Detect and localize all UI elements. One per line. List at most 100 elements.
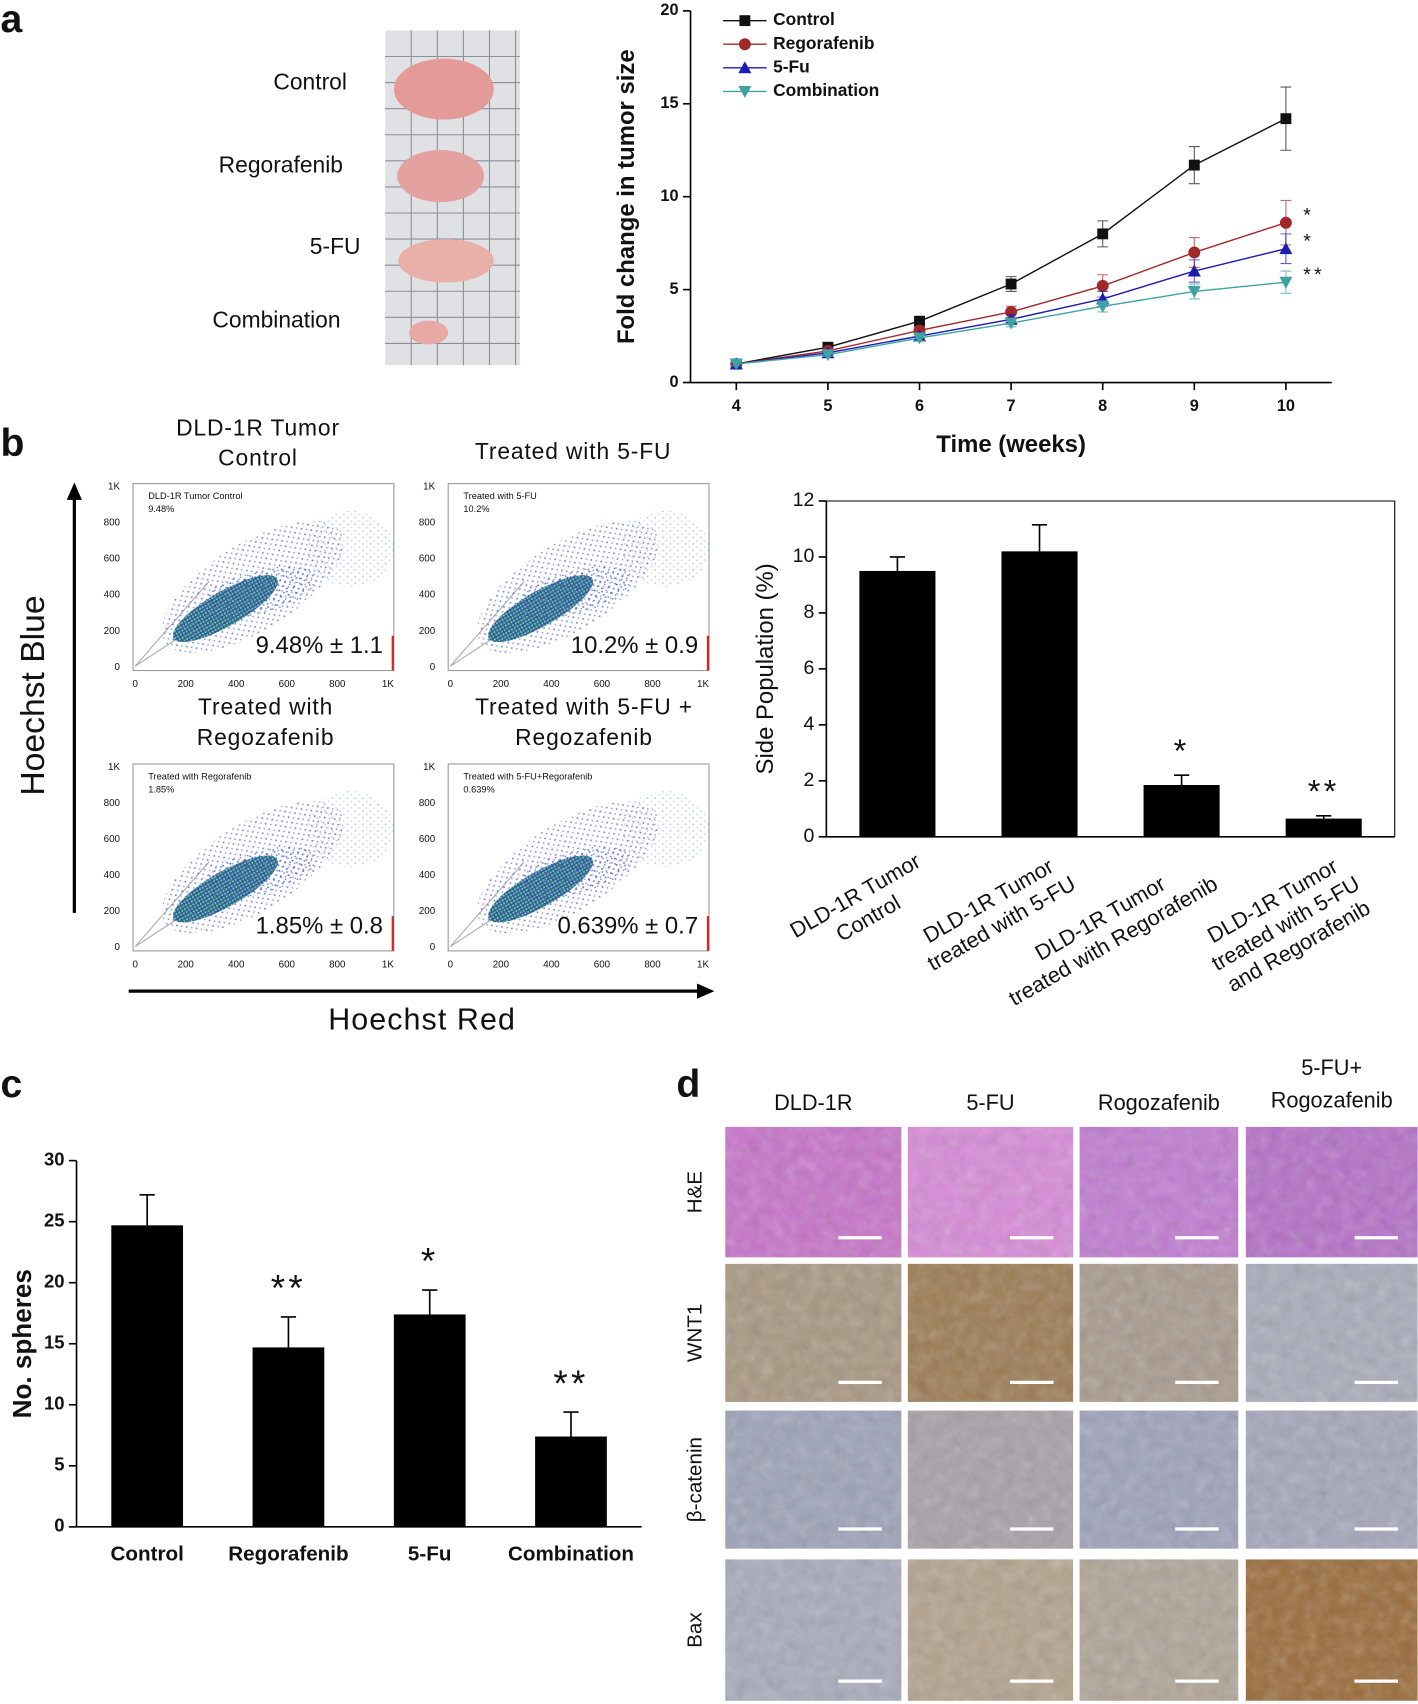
x-tick-label: 200 (493, 679, 510, 690)
photo-label: Regorafenib (219, 151, 343, 177)
error-bar (280, 1316, 297, 1348)
annotation: * (421, 1241, 439, 1282)
row-label: β-catenin (683, 1437, 706, 1522)
tumor (397, 149, 485, 203)
x-tick-label: 0 (448, 679, 454, 690)
photo-label: Combination (212, 307, 340, 333)
micrograph-texture (725, 1126, 902, 1258)
marker (1187, 286, 1201, 298)
micrograph-texture (907, 1263, 1074, 1402)
bar (111, 1225, 184, 1527)
marker (1279, 242, 1293, 255)
gate-label: DLD-1R Tumor Control (148, 491, 242, 501)
x-tick-label: 1K (382, 679, 394, 690)
error-bar (422, 1289, 438, 1315)
axis-label: Hoechst Red (328, 1003, 516, 1037)
x-tick-label: 800 (644, 960, 661, 971)
y-tick-label: 200 (419, 626, 436, 637)
marker (1188, 246, 1201, 259)
x-tick-label: 400 (543, 679, 560, 690)
x-tick-label: 200 (493, 960, 510, 971)
x-tick-label: 200 (178, 679, 195, 690)
tumor (398, 239, 494, 283)
marker (1096, 300, 1110, 313)
y-tick-label: 800 (419, 798, 436, 809)
marker (914, 315, 925, 327)
micrograph-texture (907, 1559, 1074, 1701)
panel-label: d (676, 1063, 700, 1106)
micrograph-texture (1245, 1410, 1418, 1549)
x-tick-label: 600 (279, 960, 296, 971)
marker (1279, 276, 1293, 289)
legend-label: Combination (773, 80, 879, 100)
flow-axes (72, 497, 702, 993)
micrograph-texture (907, 1410, 1074, 1549)
micrograph-texture (725, 1559, 902, 1701)
micrograph-texture (725, 1263, 902, 1402)
error-bar (139, 1193, 155, 1226)
y-tick-label: 800 (419, 518, 436, 529)
y-tick-label: 0 (54, 1515, 64, 1536)
annotation: * (1303, 230, 1314, 252)
x-tick-label: 400 (228, 679, 245, 690)
annotation: * (1303, 204, 1314, 226)
bar (535, 1436, 607, 1527)
column-label: Rogozafenib (1271, 1088, 1393, 1113)
gate-value: 10.2% (463, 504, 489, 514)
annotation: ** (271, 1268, 306, 1309)
x-tick-label: 600 (594, 679, 611, 690)
y-axis-label: Side Population (%) (752, 563, 779, 774)
y-tick-label: 5 (54, 1454, 64, 1475)
annotation: ** (553, 1363, 588, 1404)
x-tick-label: 600 (279, 679, 296, 690)
marker (1187, 264, 1201, 277)
result-label: 10.2% ± 0.9 (571, 632, 698, 659)
bar (859, 570, 936, 837)
error-bar (1173, 774, 1190, 786)
plot-title: Control (218, 445, 298, 471)
annotation: ** (1303, 264, 1325, 286)
column-label: Rogozafenib (1098, 1090, 1220, 1115)
y-tick-label: 0 (115, 942, 121, 953)
x-tick-label: 7 (1007, 397, 1016, 415)
bar (1143, 785, 1220, 837)
photo-label: Control (273, 69, 347, 95)
y-tick-label: 10 (44, 1393, 65, 1414)
x-tick-label: 10 (1277, 397, 1295, 415)
y-tick-label: 200 (104, 626, 121, 637)
x-tick-label: 8 (1098, 397, 1107, 415)
gate-value: 1.85% (148, 784, 174, 794)
y-tick-label: 600 (419, 554, 436, 565)
plot-frame (826, 500, 1396, 837)
x-tick-label: 200 (178, 960, 195, 971)
legend-label: Regorafenib (773, 33, 874, 53)
micrograph-texture (1245, 1126, 1418, 1258)
micrograph-texture (907, 1126, 1074, 1258)
panel-label: a (0, 0, 22, 41)
plot-title: Treated with 5-FU + (475, 694, 693, 720)
legend-label: Control (773, 9, 835, 29)
annotation: ** (1308, 773, 1340, 810)
arrow-head (66, 482, 82, 500)
y-tick-label: 8 (804, 601, 815, 623)
result-label: 1.85% ± 0.8 (256, 912, 383, 939)
series (729, 270, 1293, 371)
column-label: 5-FU (966, 1090, 1014, 1115)
bar (1285, 818, 1362, 837)
x-axis-label: Time (weeks) (936, 431, 1086, 458)
x-tick-label: Control (110, 1543, 183, 1566)
series-line (736, 222, 1287, 365)
column-label: 5-FU+ (1301, 1055, 1362, 1080)
error-bar (1031, 523, 1048, 552)
y-tick-label: 1K (108, 481, 120, 492)
micrograph-texture (1079, 1263, 1239, 1402)
axis-label: Hoechst Blue (15, 595, 52, 795)
x-tick-label: Regorafenib (228, 1543, 348, 1566)
marker (912, 332, 927, 345)
annotation: * (1174, 732, 1190, 769)
x-tick-label: 1K (697, 679, 709, 690)
photo-label: 5-FU (310, 233, 361, 259)
y-tick-label: 2 (804, 769, 815, 791)
